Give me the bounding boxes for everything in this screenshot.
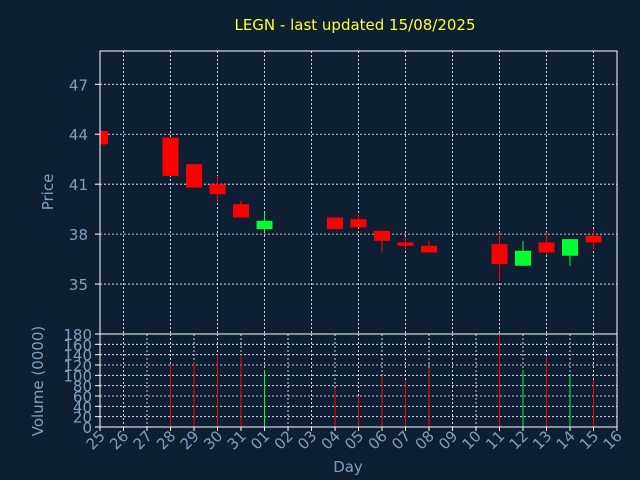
volume-y-tick-label: 40 bbox=[73, 398, 92, 416]
candle-body bbox=[538, 242, 555, 253]
candle-body bbox=[256, 220, 273, 230]
candle-body bbox=[515, 250, 531, 266]
x-tick-label: 11 bbox=[482, 427, 508, 453]
volume-y-tick-label: 140 bbox=[63, 347, 92, 365]
x-tick-label: 26 bbox=[106, 427, 132, 453]
volume-y-tick-label: 20 bbox=[73, 409, 92, 427]
volume-y-tick-label: 80 bbox=[73, 378, 92, 396]
x-tick-label: 08 bbox=[412, 427, 438, 453]
candle-body bbox=[209, 184, 226, 195]
candle-body bbox=[186, 164, 202, 188]
x-axis-label: Day bbox=[333, 458, 363, 476]
volume-axis-label: Volume (0000) bbox=[29, 326, 47, 436]
x-tick-label: 03 bbox=[294, 427, 320, 453]
volume-y-tick-label: 160 bbox=[63, 336, 92, 354]
x-tick-label: 14 bbox=[553, 427, 579, 453]
candle-body bbox=[327, 217, 343, 230]
price-y-tick-label: 38 bbox=[69, 226, 88, 244]
price-y-tick-label: 41 bbox=[69, 176, 88, 194]
x-tick-label: 13 bbox=[529, 427, 555, 453]
x-tick-label: 30 bbox=[200, 427, 226, 453]
price-y-tick-label: 47 bbox=[69, 76, 88, 94]
x-tick-label: 04 bbox=[318, 427, 344, 453]
x-tick-label: 01 bbox=[247, 427, 273, 453]
volume-y-tick-label: 100 bbox=[63, 367, 92, 385]
candle-body bbox=[585, 235, 602, 243]
candle-body bbox=[100, 130, 108, 145]
x-tick-label: 10 bbox=[459, 427, 485, 453]
candle-body bbox=[233, 204, 249, 218]
x-axis: 2526272829303101020304050607080910111213… bbox=[83, 427, 626, 453]
price-y-tick-label: 44 bbox=[69, 126, 88, 144]
candle-body bbox=[374, 230, 390, 241]
x-tick-label: 31 bbox=[224, 427, 250, 453]
x-tick-label: 28 bbox=[153, 427, 179, 453]
price-axis-label: Price bbox=[39, 174, 57, 211]
x-tick-label: 07 bbox=[388, 427, 414, 453]
chart-title: LEGN - last updated 15/08/2025 bbox=[234, 16, 475, 34]
x-tick-label: 27 bbox=[130, 427, 156, 453]
x-tick-label: 05 bbox=[341, 427, 367, 453]
candle-body bbox=[421, 245, 437, 253]
candle-body bbox=[397, 242, 414, 246]
x-tick-label: 16 bbox=[600, 427, 626, 453]
price-panel: 35 38 41 44 47 bbox=[69, 50, 618, 335]
x-tick-label: 15 bbox=[576, 427, 602, 453]
volume-y-tick-label: 60 bbox=[73, 388, 92, 406]
candle-body bbox=[562, 239, 578, 256]
candle-body bbox=[491, 244, 508, 265]
x-tick-label: 12 bbox=[506, 427, 532, 453]
candle-body bbox=[350, 219, 367, 228]
volume-y-tick-label: 120 bbox=[63, 357, 92, 375]
volume-y-tick-label: 0 bbox=[82, 419, 92, 437]
volume-y-tick-label: 180 bbox=[63, 326, 92, 344]
candle-body bbox=[162, 137, 179, 176]
x-tick-label: 29 bbox=[177, 427, 203, 453]
x-tick-label: 02 bbox=[271, 427, 297, 453]
price-y-tick-label: 35 bbox=[69, 276, 88, 294]
x-tick-label: 06 bbox=[365, 427, 391, 453]
x-tick-label: 09 bbox=[435, 427, 461, 453]
